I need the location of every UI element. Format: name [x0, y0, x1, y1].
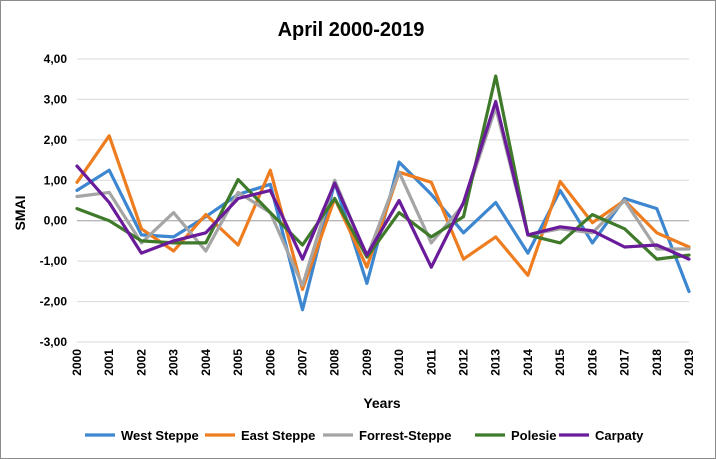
chart-title: April 2000-2019 [278, 19, 425, 41]
legend-label-west-steppe: West Steppe [121, 428, 199, 443]
x-tick-label: 2006 [263, 349, 277, 376]
x-tick-label: 2017 [618, 349, 632, 376]
y-tick-label: 2,00 [44, 133, 68, 147]
y-tick-label: -2,00 [40, 295, 68, 309]
x-tick-label: 2014 [521, 349, 535, 376]
y-tick-label: 0,00 [44, 214, 68, 228]
y-tick-label: 1,00 [44, 173, 68, 187]
x-tick-label: 2010 [392, 349, 406, 376]
x-tick-label: 2002 [134, 349, 148, 376]
x-tick-label: 2004 [199, 349, 213, 376]
x-tick-label: 2018 [650, 349, 664, 376]
x-tick-label: 2019 [682, 349, 696, 376]
x-axis-label: Years [363, 395, 401, 411]
x-tick-label: 2012 [457, 349, 471, 376]
legend-label-carpaty: Carpaty [595, 428, 644, 443]
x-tick-label: 2001 [102, 349, 116, 376]
series-line-polesie [75, 74, 691, 261]
y-tick-label: -3,00 [40, 335, 68, 349]
series-line-east-steppe [75, 134, 691, 291]
legend-label-forrest-steppe: Forrest-Steppe [359, 428, 451, 443]
x-tick-label: 2016 [585, 349, 599, 376]
x-tick-label: 2008 [328, 349, 342, 376]
series-lines [75, 74, 691, 312]
legend-label-east-steppe: East Steppe [241, 428, 315, 443]
y-tick-label: -1,00 [40, 254, 68, 268]
x-tick-label: 2015 [553, 349, 567, 376]
x-tick-label: 2009 [360, 349, 374, 376]
grid-lines [77, 58, 689, 343]
series-line-carpaty [75, 99, 691, 269]
x-tick-labels: 2000 2001 2002 2003 2004 2005 2006 2007 2008 2009… [70, 349, 696, 376]
x-tick-label: 2003 [167, 349, 181, 376]
legend-label-polesie: Polesie [511, 428, 557, 443]
x-tick-label: 2007 [295, 349, 309, 376]
legend: West Steppe East Steppe Forrest-Steppe Pole… [85, 428, 644, 443]
series-line-forrest-steppe [75, 105, 691, 287]
y-axis-label: SMAI [12, 196, 28, 231]
x-tick-label: 2013 [489, 349, 503, 376]
x-tick-label: 2011 [424, 349, 438, 375]
x-tick-label: 2005 [231, 349, 245, 376]
y-tick-labels: -3,00 -2,00 -1,00 0,00 1,00 2,00 3,00 4,00 [40, 52, 68, 349]
y-tick-label: 3,00 [44, 92, 68, 106]
x-tick-label: 2000 [70, 349, 84, 376]
y-tick-label: 4,00 [44, 52, 68, 66]
